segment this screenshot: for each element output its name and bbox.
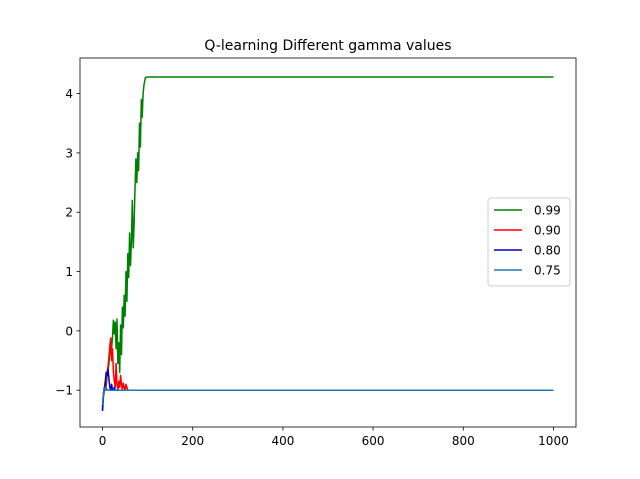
legend-label: 0.90 [534, 224, 561, 238]
x-tick-label: 800 [452, 434, 475, 448]
x-tick-label: 600 [362, 434, 385, 448]
x-tick-label: 200 [181, 434, 204, 448]
y-tick-label: 1 [65, 265, 73, 279]
x-axis-ticks: 0 200 400 600 800 1000 [99, 427, 569, 448]
plot-area-frame [79, 57, 577, 428]
legend: 0.99 0.90 0.80 0.75 [487, 197, 571, 287]
series-lines [101, 76, 554, 412]
y-tick-label: 3 [65, 146, 73, 160]
x-tick-label: 0 [99, 434, 107, 448]
y-tick-label: 4 [65, 87, 73, 101]
y-tick-label: 0 [65, 324, 73, 338]
series-line-0-75 [101, 386, 554, 406]
y-tick-label: −1 [55, 384, 73, 398]
legend-label: 0.80 [534, 244, 561, 258]
legend-label: 0.99 [534, 204, 561, 218]
legend-box [487, 197, 571, 287]
y-tick-label: 2 [65, 206, 73, 220]
y-axis-ticks: −1 0 1 2 3 4 [55, 87, 80, 398]
chart-title: Q-learning Different gamma values [204, 38, 451, 54]
x-tick-label: 400 [271, 434, 294, 448]
legend-label: 0.75 [534, 264, 561, 278]
x-tick-label: 1000 [538, 434, 569, 448]
